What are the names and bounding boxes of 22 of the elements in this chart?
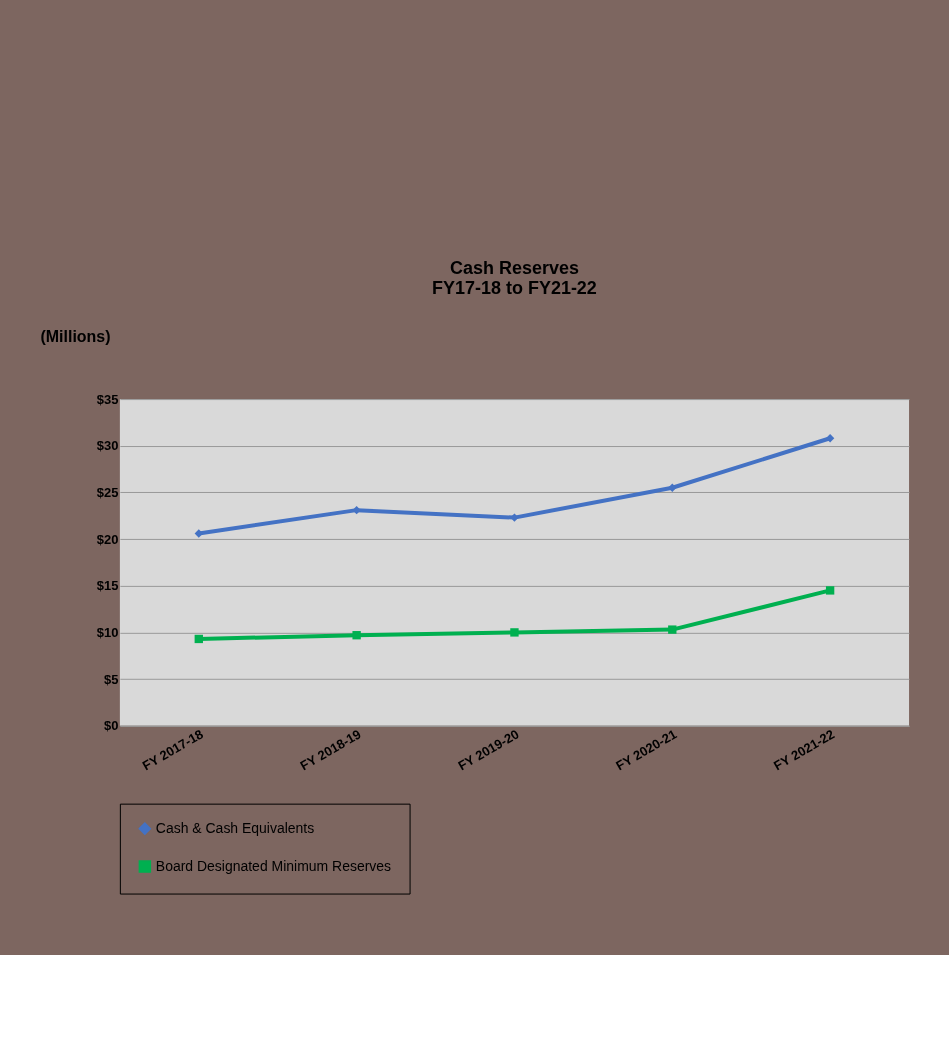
point bbox=[668, 483, 677, 492]
y-tick-label: $5 bbox=[103, 671, 119, 687]
chart-title: Cash Reserves bbox=[450, 258, 579, 279]
y-tick-label: $35 bbox=[96, 391, 119, 407]
point bbox=[668, 625, 677, 634]
legend-label: Board Designated Minimum Reserves bbox=[155, 857, 392, 874]
y-tick-label: $10 bbox=[96, 624, 119, 640]
y-tick-label: $0 bbox=[103, 718, 119, 734]
y-tick-label: $25 bbox=[96, 484, 119, 500]
point bbox=[352, 505, 361, 515]
point bbox=[825, 434, 835, 443]
chart-subtitle: FY17-18 to FY21-22 bbox=[432, 278, 597, 299]
point bbox=[194, 634, 203, 644]
point bbox=[194, 529, 203, 538]
y-tick-label: $15 bbox=[96, 578, 119, 594]
point bbox=[510, 628, 519, 637]
legend-label: Cash & Cash Equivalents bbox=[155, 819, 315, 836]
y-tick-label: $20 bbox=[96, 531, 119, 547]
y-axis-title: (Millions) bbox=[40, 327, 111, 345]
point bbox=[352, 631, 361, 640]
y-tick-label: $30 bbox=[96, 438, 119, 454]
point bbox=[825, 586, 835, 595]
